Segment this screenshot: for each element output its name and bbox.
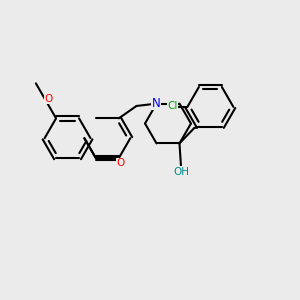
Text: O: O [116,158,124,168]
Text: OH: OH [173,167,190,177]
Text: O: O [44,94,53,103]
Text: Cl: Cl [167,101,178,111]
Text: N: N [152,97,160,110]
